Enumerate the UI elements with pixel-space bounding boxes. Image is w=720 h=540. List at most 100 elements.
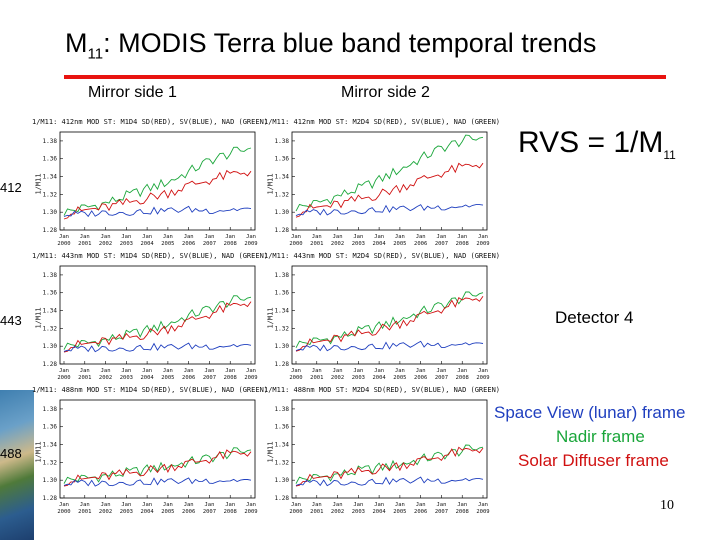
plot-frame xyxy=(59,131,256,231)
series-line xyxy=(295,446,484,487)
x-tick-label: Jan 2009 xyxy=(476,502,489,515)
x-tick-label: Jan 2004 xyxy=(140,502,154,515)
y-tick-label: 1.34 xyxy=(275,442,290,449)
legend-space-view: Space View (lunar) frame xyxy=(494,403,686,422)
x-tick-label: Jan 2003 xyxy=(120,234,133,247)
series-line xyxy=(63,447,252,484)
x-tick-label: Jan 2003 xyxy=(120,502,133,515)
series-line xyxy=(295,444,484,484)
x-tick-label: Jan 2003 xyxy=(120,368,133,381)
y-tick-label: 1.28 xyxy=(275,495,290,502)
y-tick-label: 1.32 xyxy=(275,191,290,198)
series-line xyxy=(63,477,252,487)
x-tick-label: Jan 2001 xyxy=(78,502,91,515)
x-tick-label: Jan 2004 xyxy=(372,234,386,247)
x-tick-label: Jan 2005 xyxy=(161,234,174,247)
x-tick-label: Jan 2008 xyxy=(224,502,237,515)
legend-nadir: Nadir frame xyxy=(556,427,645,446)
x-tick-label: Jan 2007 xyxy=(435,502,448,515)
y-tick-label: 1.36 xyxy=(43,290,58,297)
x-tick-label: Jan 2003 xyxy=(352,234,365,247)
y-tick-label: 1.30 xyxy=(43,477,58,484)
x-tick-label: Jan 2008 xyxy=(456,234,469,247)
x-tick-label: Jan 2009 xyxy=(244,234,257,247)
y-tick-label: 1.32 xyxy=(275,459,290,466)
y-tick-label: 1.28 xyxy=(43,495,58,502)
row-label-412: 412 xyxy=(0,180,22,195)
chart-412-ms1: 1/M11: 412nm MOD ST: M1D4 SD(RED), SV(BL… xyxy=(30,118,268,248)
x-tick-label: Jan 2000 xyxy=(57,368,70,381)
x-tick-label: Jan 2007 xyxy=(435,234,448,247)
y-tick-label: 1.36 xyxy=(275,290,290,297)
series-line xyxy=(295,291,484,349)
series-line xyxy=(63,295,252,350)
plot-frame xyxy=(291,131,488,231)
x-tick-label: Jan 2007 xyxy=(203,502,216,515)
y-tick-label: 1.36 xyxy=(43,424,58,431)
plot-frame xyxy=(291,399,488,499)
chart-title: 1/M11: 488nm MOD ST: M2D4 SD(RED), SV(BL… xyxy=(264,386,501,394)
chart-412-ms2: 1/M11: 412nm MOD ST: M2D4 SD(RED), SV(BL… xyxy=(262,118,500,248)
mirror-side-2-heading: Mirror side 2 xyxy=(341,84,430,101)
y-tick-label: 1.28 xyxy=(275,361,290,368)
x-tick-label: Jan 2007 xyxy=(203,234,216,247)
x-tick-label: Jan 2006 xyxy=(414,368,427,381)
detector-label: Detector 4 xyxy=(555,308,634,327)
series-line xyxy=(63,342,252,353)
y-tick-label: 1.34 xyxy=(43,174,58,181)
chart-488-ms2: 1/M11: 488nm MOD ST: M2D4 SD(RED), SV(BL… xyxy=(262,386,500,516)
x-tick-label: Jan 2005 xyxy=(161,502,174,515)
y-tick-label: 1.38 xyxy=(275,138,290,145)
y-tick-label: 1.28 xyxy=(43,361,58,368)
y-tick-label: 1.38 xyxy=(275,272,290,279)
series-line xyxy=(295,340,484,352)
y-tick-label: 1.38 xyxy=(43,406,58,413)
plot-frame xyxy=(291,265,488,365)
x-tick-label: Jan 2006 xyxy=(182,502,195,515)
x-tick-label: Jan 2009 xyxy=(244,502,257,515)
chart-title: 1/M11: 412nm MOD ST: M1D4 SD(RED), SV(BL… xyxy=(32,118,269,126)
y-tick-label: 1.34 xyxy=(275,308,290,315)
x-tick-label: Jan 2008 xyxy=(456,502,469,515)
x-tick-label: Jan 2002 xyxy=(99,502,112,515)
chart-443-ms1: 1/M11: 443nm MOD ST: M1D4 SD(RED), SV(BL… xyxy=(30,252,268,382)
y-tick-label: 1.28 xyxy=(275,227,290,234)
y-tick-label: 1.32 xyxy=(43,325,58,332)
y-tick-label: 1.34 xyxy=(43,442,58,449)
y-tick-label: 1.28 xyxy=(43,227,58,234)
rvs-equation: RVS = 1/M11 xyxy=(518,126,676,162)
x-tick-label: Jan 2008 xyxy=(224,234,237,247)
x-tick-label: Jan 2000 xyxy=(289,502,302,515)
x-tick-label: Jan 2002 xyxy=(331,234,344,247)
x-tick-label: Jan 2006 xyxy=(414,234,427,247)
series-line xyxy=(63,449,252,487)
x-tick-label: Jan 2002 xyxy=(99,368,112,381)
mirror-side-1-heading: Mirror side 1 xyxy=(88,84,177,101)
series-line xyxy=(63,146,252,216)
chart-title: 1/M11: 443nm MOD ST: M1D4 SD(RED), SV(BL… xyxy=(32,252,269,260)
x-tick-label: Jan 2001 xyxy=(310,502,323,515)
x-tick-label: Jan 2001 xyxy=(310,234,323,247)
plot-frame xyxy=(59,399,256,499)
y-tick-label: 1.38 xyxy=(43,138,58,145)
x-tick-label: Jan 2005 xyxy=(393,502,406,515)
chart-443-ms2: 1/M11: 443nm MOD ST: M2D4 SD(RED), SV(BL… xyxy=(262,252,500,382)
x-tick-label: Jan 2009 xyxy=(476,368,489,381)
chart-title: 1/M11: 412nm MOD ST: M2D4 SD(RED), SV(BL… xyxy=(264,118,501,126)
title-rule xyxy=(64,75,666,79)
page-number: 10 xyxy=(660,498,674,513)
x-tick-label: Jan 2005 xyxy=(393,234,406,247)
x-tick-label: Jan 2000 xyxy=(57,502,70,515)
y-tick-label: 1.32 xyxy=(275,325,290,332)
x-tick-label: Jan 2008 xyxy=(456,368,469,381)
series-line xyxy=(63,301,252,353)
x-tick-label: Jan 2003 xyxy=(352,502,365,515)
x-tick-label: Jan 2004 xyxy=(140,368,154,381)
x-tick-label: Jan 2005 xyxy=(393,368,406,381)
y-tick-label: 1.30 xyxy=(275,477,290,484)
